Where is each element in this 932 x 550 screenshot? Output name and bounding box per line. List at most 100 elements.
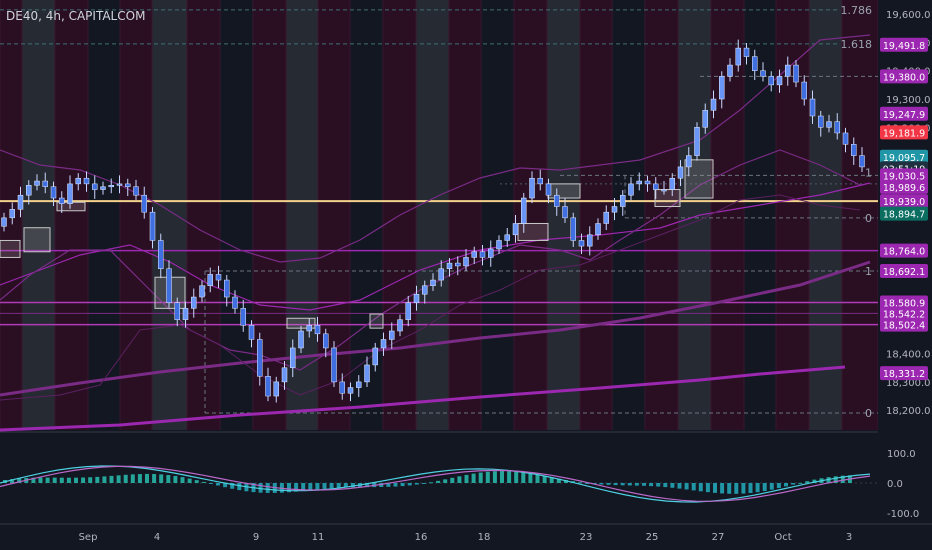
histogram-bar bbox=[400, 483, 405, 487]
candle-body bbox=[463, 257, 469, 267]
candle-body bbox=[397, 319, 403, 332]
histogram-bar bbox=[10, 479, 15, 483]
histogram-bar bbox=[649, 483, 654, 487]
symbol-label: DE40, 4h, CAPITALCOM bbox=[6, 9, 145, 23]
histogram-bar bbox=[95, 476, 100, 483]
histogram-bar bbox=[350, 483, 355, 488]
histogram-bar bbox=[741, 483, 746, 494]
time-tick-label: 4 bbox=[154, 532, 160, 543]
trend-line bbox=[0, 365, 846, 432]
price-tag-label: 18,542.2 bbox=[883, 309, 925, 320]
histogram-bar bbox=[762, 483, 767, 492]
session-band bbox=[55, 0, 88, 430]
price-tag bbox=[880, 69, 928, 84]
histogram-bar bbox=[549, 477, 554, 483]
candle-body bbox=[743, 47, 750, 57]
histogram-bar bbox=[720, 483, 725, 494]
candle-body bbox=[669, 177, 675, 190]
candle-body bbox=[273, 381, 279, 397]
histogram-bar bbox=[145, 473, 149, 483]
candle-body bbox=[314, 325, 321, 335]
price-tick-label: 19,300.0 bbox=[886, 95, 931, 106]
histogram-bar bbox=[201, 481, 206, 483]
fib-label: 1.786 bbox=[841, 4, 873, 17]
price-tag-label: 19,181.9 bbox=[883, 128, 925, 139]
candle-body bbox=[851, 144, 857, 156]
time-tick-label: 27 bbox=[712, 532, 725, 543]
candle-body bbox=[702, 110, 708, 128]
candle-body bbox=[455, 262, 461, 267]
histogram-bar bbox=[74, 477, 78, 483]
candle-body bbox=[158, 240, 164, 269]
histogram-bar bbox=[429, 482, 433, 484]
candle-body bbox=[488, 248, 494, 258]
candle-body bbox=[842, 132, 849, 145]
candle-body bbox=[323, 333, 329, 349]
price-tag bbox=[880, 106, 928, 121]
candle-body bbox=[719, 76, 725, 100]
histogram-bar bbox=[315, 483, 320, 490]
histogram-bar bbox=[81, 477, 86, 483]
histogram-bar bbox=[38, 477, 43, 483]
candle-body bbox=[496, 240, 502, 250]
time-tick-label: 3 bbox=[846, 532, 852, 543]
price-tag bbox=[880, 306, 928, 321]
histogram-bar bbox=[478, 472, 483, 483]
price-tag bbox=[880, 206, 928, 221]
histogram-bar bbox=[535, 474, 540, 483]
histogram-bar bbox=[287, 483, 291, 493]
session-band bbox=[514, 0, 547, 430]
candle-body bbox=[380, 339, 387, 349]
histogram-bar bbox=[301, 483, 306, 491]
candle-body bbox=[735, 47, 741, 66]
histogram-bar bbox=[805, 481, 810, 483]
histogram-bar bbox=[109, 475, 114, 483]
zone-box bbox=[369, 313, 384, 329]
candle-body bbox=[232, 296, 238, 309]
price-tag bbox=[880, 243, 928, 258]
oscillator-signal-line bbox=[0, 465, 871, 502]
price-tag-label: 18,989.6 bbox=[883, 183, 925, 194]
session-band bbox=[220, 0, 253, 430]
price-tag-label: 19,030.5 bbox=[883, 171, 925, 182]
zone-box bbox=[654, 189, 681, 208]
histogram-bar bbox=[812, 479, 817, 483]
price-tag bbox=[880, 317, 928, 332]
time-tick-label: 25 bbox=[646, 532, 659, 543]
candle-body bbox=[826, 121, 832, 128]
candle-body bbox=[92, 183, 98, 190]
histogram-bar bbox=[365, 483, 370, 488]
histogram-bar bbox=[237, 483, 242, 491]
time-tick-label: 18 bbox=[478, 532, 491, 543]
price-tag-label: 19,247.9 bbox=[883, 110, 925, 121]
histogram-bar bbox=[769, 483, 774, 490]
histogram-bar bbox=[436, 480, 441, 483]
candle-body bbox=[257, 339, 263, 377]
candle-body bbox=[265, 376, 271, 397]
candle-body bbox=[603, 211, 609, 224]
histogram-bar bbox=[450, 477, 455, 483]
histogram-bar bbox=[578, 482, 583, 484]
candle-body bbox=[26, 185, 32, 196]
candle-body bbox=[859, 155, 865, 168]
candle-body bbox=[199, 285, 205, 298]
time-tick-label: 11 bbox=[312, 532, 325, 543]
price-tag-label: 18,764.0 bbox=[883, 247, 925, 258]
histogram-bar bbox=[642, 483, 646, 486]
oscillator-tick-label: 100.0 bbox=[887, 449, 916, 460]
histogram-bar bbox=[45, 477, 50, 483]
histogram-bar bbox=[223, 483, 228, 488]
fib-label: 1 bbox=[865, 167, 872, 180]
candle-body bbox=[636, 180, 642, 185]
time-tick-label: Sep bbox=[79, 532, 98, 543]
candle-body bbox=[75, 177, 81, 185]
histogram-bar bbox=[130, 474, 135, 483]
histogram-bar bbox=[414, 483, 419, 485]
candle-body bbox=[785, 64, 791, 77]
histogram-bar bbox=[677, 483, 682, 489]
candle-body bbox=[108, 185, 114, 188]
time-axis[interactable]: Sep 4 9 11 16 18 23 25 27 Oct 3 bbox=[0, 523, 932, 550]
histogram-bar bbox=[407, 483, 412, 486]
candle-body bbox=[578, 240, 585, 247]
